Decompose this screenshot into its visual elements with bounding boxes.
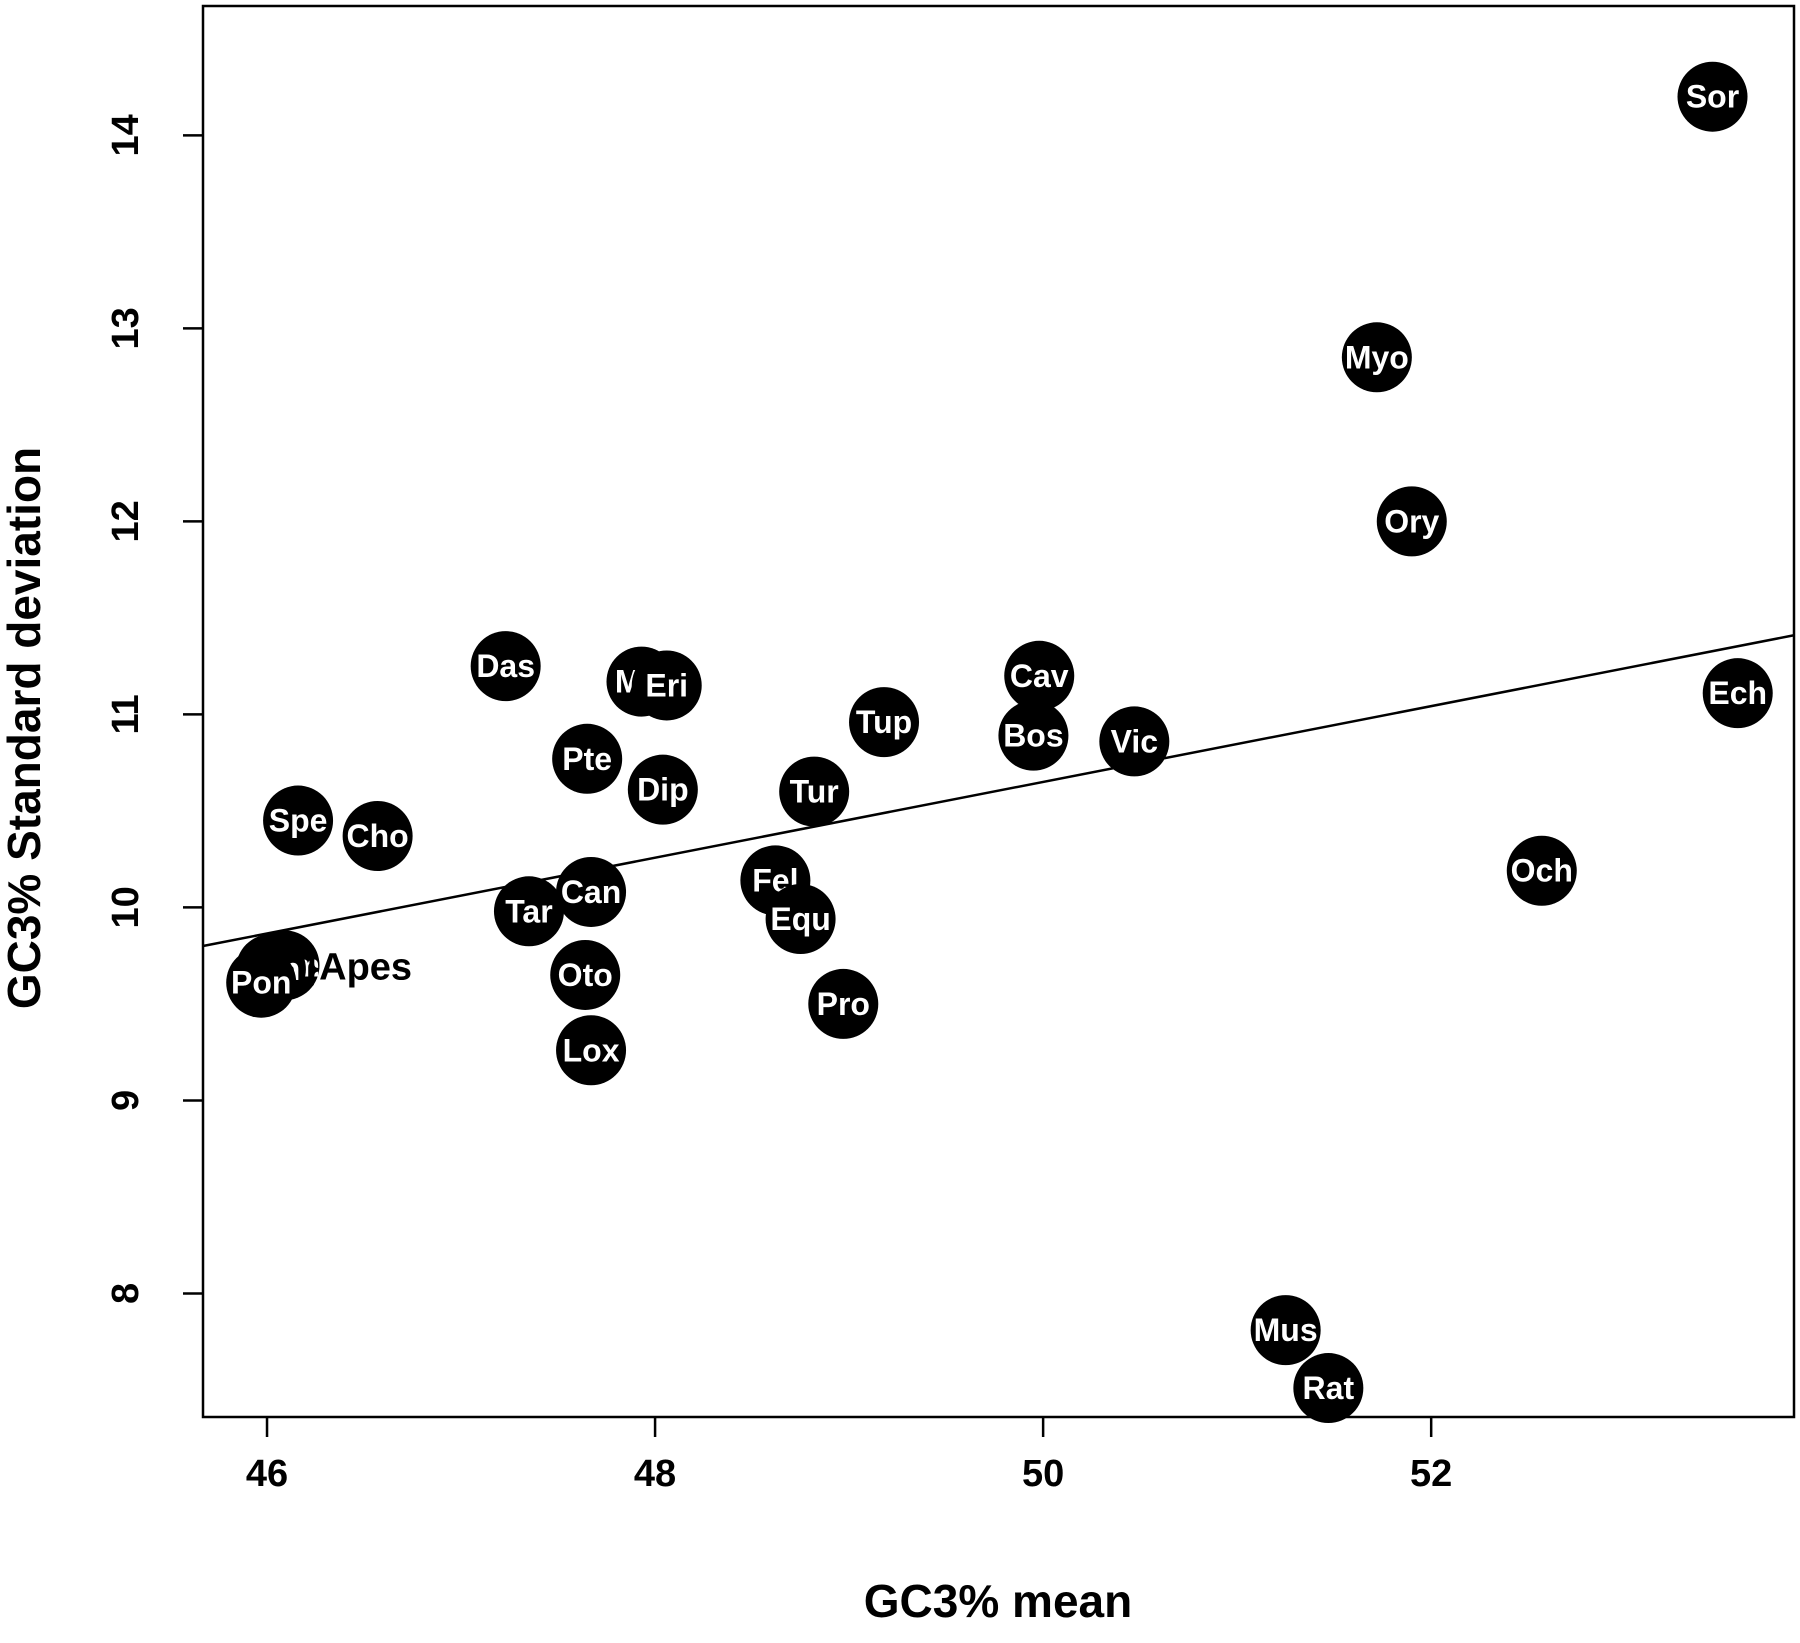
point-label: Cho	[347, 818, 409, 854]
data-point-tar: Tar	[493, 876, 564, 947]
point-label: Pte	[562, 741, 612, 777]
data-point-dip: Dip	[627, 754, 698, 825]
y-axis: 8 9 10 11 12 13 14	[105, 114, 203, 1304]
point-marker	[556, 856, 627, 927]
y-tick-label: 14	[105, 114, 147, 156]
point-marker	[627, 754, 698, 825]
point-marker	[1250, 1295, 1321, 1366]
point-marker	[849, 687, 920, 758]
point-label: Spe	[269, 803, 328, 839]
point-marker	[1702, 658, 1773, 729]
data-point-eri: Eri	[631, 650, 702, 721]
y-tick-label: 13	[105, 307, 147, 349]
annotations: }Apes	[304, 946, 412, 988]
point-marker	[552, 723, 623, 794]
point-marker	[1677, 61, 1748, 132]
point-marker	[556, 1015, 627, 1086]
x-tick-label: 52	[1410, 1453, 1452, 1495]
data-point-myo: Myo	[1341, 322, 1412, 393]
data-point-spe: Spe	[263, 785, 334, 856]
data-point-cav: Cav	[1004, 640, 1075, 711]
data-point-bos: Bos	[998, 700, 1069, 771]
point-marker	[1293, 1353, 1364, 1424]
point-marker	[493, 876, 564, 947]
point-label: Can	[561, 874, 621, 910]
data-point-vic: Vic	[1099, 706, 1170, 777]
x-tick-label: 48	[634, 1453, 676, 1495]
point-marker	[470, 631, 541, 702]
point-marker	[1341, 322, 1412, 393]
data-point-rat: Rat	[1293, 1353, 1364, 1424]
y-axis-title: GC3% Standard deviation	[0, 447, 50, 1009]
point-label: Pon	[231, 965, 291, 1001]
point-marker	[808, 968, 879, 1039]
point-label: Eri	[645, 667, 688, 703]
point-label: Cav	[1010, 658, 1069, 694]
data-point-ory: Ory	[1376, 486, 1447, 557]
point-marker	[550, 939, 621, 1010]
point-marker	[342, 801, 413, 871]
point-marker	[1506, 835, 1577, 906]
point-label: Equ	[770, 901, 830, 937]
point-label: Lox	[563, 1032, 620, 1068]
data-point-lox: Lox	[556, 1015, 627, 1086]
point-label: Ory	[1384, 503, 1439, 539]
data-point-sor: Sor	[1677, 61, 1748, 132]
point-label: Myo	[1345, 339, 1409, 375]
point-label: Oto	[558, 957, 613, 993]
data-point-och: Och	[1506, 835, 1577, 906]
data-point-cho: Cho	[342, 801, 413, 871]
point-label: Mus	[1254, 1312, 1318, 1348]
y-tick-label: 10	[105, 886, 147, 928]
point-marker	[263, 785, 334, 856]
y-tick-label: 11	[105, 694, 147, 734]
data-point-tup: Tup	[849, 687, 920, 758]
data-point-das: Das	[470, 631, 541, 702]
point-label: Sor	[1686, 79, 1739, 115]
point-marker	[631, 650, 702, 721]
point-label: Rat	[1303, 1370, 1355, 1406]
point-label: Vic	[1111, 723, 1158, 759]
point-label: Das	[476, 648, 535, 684]
y-tick-label: 9	[105, 1090, 147, 1111]
x-tick-label: 46	[246, 1453, 288, 1495]
y-tick-label: 12	[105, 500, 147, 542]
data-point-tur: Tur	[779, 756, 850, 827]
x-axis: 46 48 50 52	[246, 1417, 1452, 1495]
data-point-can: Can	[556, 856, 627, 927]
point-label: Pro	[817, 986, 870, 1022]
data-point-mus: Mus	[1250, 1295, 1321, 1366]
data-point-ech: Ech	[1702, 658, 1773, 729]
point-marker	[998, 700, 1069, 771]
point-label: Tar	[505, 893, 552, 929]
point-marker	[1376, 486, 1447, 557]
point-label: Tup	[856, 704, 912, 740]
y-tick-label: 8	[105, 1283, 147, 1304]
plot-frame	[201, 4, 1796, 1419]
data-point-oto: Oto	[550, 939, 621, 1010]
point-label: Tur	[790, 774, 839, 810]
point-marker	[1004, 640, 1075, 711]
point-label: Ech	[1708, 675, 1767, 711]
data-point-pon: Pon	[226, 947, 297, 1018]
point-marker	[1099, 706, 1170, 777]
point-label: Och	[1511, 853, 1573, 889]
x-tick-label: 50	[1022, 1453, 1064, 1495]
apes-annotation: }Apes	[304, 946, 412, 988]
point-marker	[765, 884, 836, 954]
data-point-equ: Equ	[765, 884, 836, 954]
data-point-pte: Pte	[552, 723, 623, 794]
regression-line	[202, 634, 1795, 948]
point-label: Bos	[1003, 718, 1063, 754]
point-label: Dip	[637, 772, 689, 808]
x-axis-title: GC3% mean	[864, 1575, 1132, 1627]
point-marker	[779, 756, 850, 827]
point-marker	[226, 947, 297, 1018]
data-point-pro: Pro	[808, 968, 879, 1039]
